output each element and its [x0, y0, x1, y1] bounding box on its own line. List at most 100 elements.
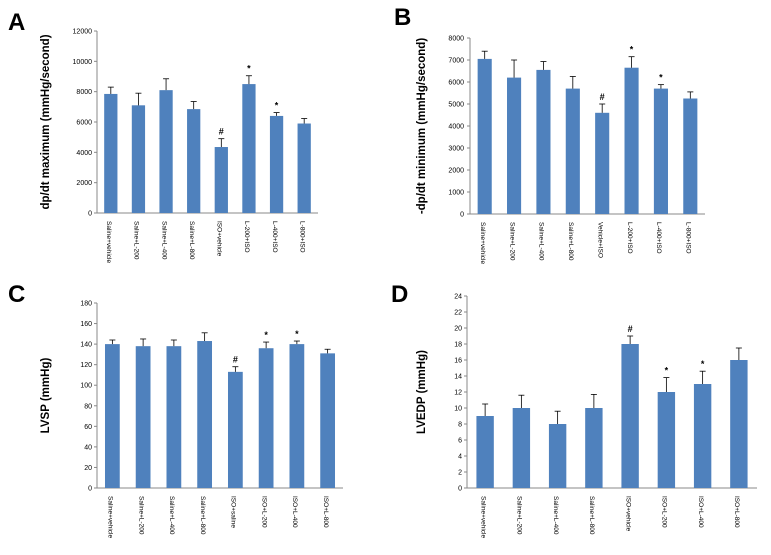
panel-b-category-label: Saline+L-800 — [567, 222, 574, 261]
panel-c-category-label: Saline+L-200 — [137, 496, 144, 535]
panel-d-bar — [621, 344, 639, 488]
panel-c-y-tick-label: 20 — [84, 465, 92, 472]
panel-a-y-tick-label: 12000 — [73, 29, 93, 36]
panel-b: B -dp/dt minimum (mmHg/second) 0 1000 2000 30… — [394, 4, 705, 264]
panel-c-category-label: ISO+L-200 — [260, 496, 267, 528]
panel-b-category-label: Vehicle+ISO — [596, 222, 603, 258]
panel-b-bar — [683, 98, 698, 214]
panel-c-y-tick-label: 40 — [84, 444, 92, 451]
panel-c-bar — [104, 344, 120, 488]
panel-a-category-label: Saline+L-200 — [133, 221, 140, 260]
panel-b-bar — [477, 58, 492, 215]
panel-c-category-label: ISO+L-400 — [291, 496, 298, 528]
panel-d-bar — [548, 424, 567, 488]
panel-a-bar — [159, 90, 173, 213]
panel-b-y-tick-label: 3000 — [448, 146, 464, 153]
panel-c-y-tick-label: 60 — [84, 424, 92, 431]
panel-a-bar — [297, 123, 311, 213]
panel-a-category-label: ISO+vehicle — [216, 221, 223, 257]
panel-a-significance-mark: * — [247, 64, 251, 74]
panel-a-bar — [242, 84, 256, 213]
panel-b-significance-mark: * — [659, 73, 663, 83]
panel-d-bar — [693, 384, 712, 488]
panel-d-category-label: ISO+L-200 — [661, 496, 668, 528]
panel-c-y-tick-label: 80 — [84, 403, 92, 410]
panel-b-bar — [653, 88, 668, 214]
panel-a-bar — [214, 147, 228, 213]
panel-b-category-label: L-800+ISO — [685, 222, 692, 254]
panel-b-bar — [536, 69, 551, 215]
panel-c-y-axis-label: LVSP (mmHg) — [40, 358, 52, 434]
panel-d-category-label: ISO+L-800 — [733, 496, 740, 528]
panel-c-category-label: Saline+vehicle — [107, 496, 114, 538]
panel-b-y-tick-label: 4000 — [448, 124, 464, 131]
panel-d-significance-mark: * — [701, 359, 705, 369]
panel-c-bar — [227, 371, 243, 488]
panel-c-y-tick-label: 140 — [80, 342, 92, 349]
panel-c-bar — [320, 353, 336, 488]
panel-d-category-label: ISO+vehicle — [624, 496, 631, 532]
panel-b-category-label: L-200+ISO — [626, 222, 633, 254]
panel-d-y-tick-label: 24 — [454, 294, 462, 301]
panel-d-y-tick-label: 8 — [458, 422, 462, 429]
panel-b-category-label: L-400+ISO — [655, 222, 662, 254]
panel-d-bar — [730, 360, 748, 488]
panel-c-y-tick-label: 160 — [80, 321, 92, 328]
panel-d-label: D — [391, 281, 408, 308]
panel-b-bar — [565, 88, 580, 214]
panel-a-bar — [104, 93, 118, 213]
panel-c-y-tick-label: 180 — [80, 301, 92, 308]
panel-d-y-tick-label: 18 — [454, 342, 462, 349]
panel-a-y-tick-label: 0 — [88, 211, 92, 218]
panel-c-bar — [258, 348, 274, 488]
panel-a-category-label: Saline+vehicle — [105, 221, 112, 263]
panel-d-category-label: Saline+L-200 — [516, 496, 523, 535]
panel-d-y-tick-label: 22 — [454, 310, 462, 317]
panel-a-bar — [131, 105, 146, 213]
panel-c: C LVSP (mmHg) 0 20 40 60 80 100 120 140 160 180 Sali… — [8, 281, 343, 538]
panel-b-category-label: Saline+L-400 — [538, 222, 545, 261]
panel-a-y-tick-label: 4000 — [76, 150, 92, 157]
panel-c-bar — [166, 346, 182, 488]
panel-c-significance-mark: * — [264, 330, 268, 340]
panel-c-category-label: Saline+L-800 — [199, 496, 206, 535]
panel-b-y-tick-label: 2000 — [448, 168, 464, 175]
panel-d-y-axis-label: LVEDP (mmHg) — [416, 350, 428, 434]
panel-b-bar — [595, 112, 610, 214]
panel-a-category-label: Saline+L-400 — [160, 221, 167, 260]
panel-b-significance-mark: * — [630, 45, 634, 55]
panel-b-category-label: Saline+vehicle — [479, 222, 486, 264]
panel-a-y-tick-label: 8000 — [76, 89, 92, 96]
panel-a-category-label: L-800+ISO — [298, 221, 305, 253]
panel-d-category-label: Saline+L-400 — [552, 496, 559, 535]
panel-a-significance-mark: * — [275, 101, 279, 111]
panel-c-y-tick-label: 120 — [80, 362, 92, 369]
panel-d-bar — [512, 408, 531, 488]
panel-b-y-axis-label: -dp/dt minimum (mmHg/second) — [416, 38, 428, 215]
panel-d-bar — [585, 408, 603, 488]
panel-a-y-axis-label: dp/dt maximum (mmHg/second) — [40, 34, 52, 209]
panel-c-significance-mark: # — [233, 355, 238, 365]
panel-d-category-label: Saline+vehicle — [479, 496, 486, 538]
panel-c-bar — [289, 344, 305, 488]
panel-b-y-tick-label: 8000 — [448, 36, 464, 43]
panel-b-significance-mark: # — [600, 92, 605, 102]
panel-d-y-tick-label: 0 — [458, 486, 462, 493]
panel-d-category-label: ISO+L-400 — [697, 496, 704, 528]
panel-d-bar — [476, 416, 494, 488]
panel-d-y-tick-label: 10 — [454, 406, 462, 413]
panel-c-category-label: ISO+saline — [230, 496, 237, 528]
panel-c-category-label: Saline+L-400 — [168, 496, 175, 535]
panel-a-category-label: L-200+ISO — [243, 221, 250, 253]
panel-a-category-label: L-400+ISO — [271, 221, 278, 253]
panel-a-y-tick-label: 10000 — [73, 59, 93, 66]
panel-c-y-tick-label: 0 — [88, 486, 92, 493]
panel-a-bar — [269, 115, 284, 213]
panel-b-y-tick-label: 6000 — [448, 80, 464, 87]
panel-b-label: B — [394, 4, 411, 31]
panel-a-y-tick-label: 6000 — [76, 120, 92, 127]
panel-b-y-tick-label: 5000 — [448, 102, 464, 109]
panel-b-y-tick-label: 0 — [460, 212, 464, 219]
